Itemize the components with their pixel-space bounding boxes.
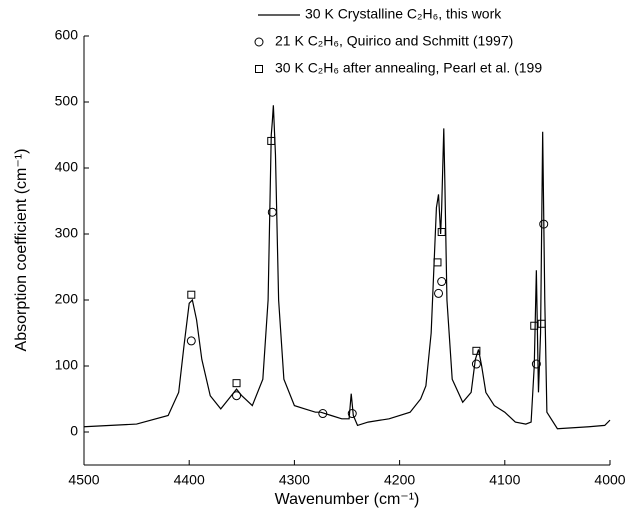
y-tick-label: 400 [55,159,79,175]
data-point [347,409,357,419]
data-point [434,288,444,298]
y-tick-label: 200 [55,291,79,307]
data-point [232,379,241,388]
legend-label: 30 K Crystalline C₂H₆, this work [305,6,502,22]
data-point [187,290,196,299]
x-axis-label: Wavenumber (cm⁻¹) [275,491,420,508]
data-point [186,336,196,346]
y-tick-label: 500 [55,93,79,109]
data-point [472,346,481,355]
y-tick-label: 300 [55,225,79,241]
data-point [471,359,481,369]
data-point [531,359,541,369]
y-tick-label: 100 [55,357,79,373]
data-point [437,228,446,237]
data-point [267,207,277,217]
x-tick-label: 4200 [384,472,415,488]
x-tick-label: 4100 [489,472,520,488]
x-tick-label: 4000 [594,472,625,488]
y-tick-label: 0 [70,423,78,439]
data-point [537,319,546,328]
y-tick-label: 600 [55,27,79,43]
legend-label: 21 K C₂H₆, Quirico and Schmitt (1997) [275,33,513,49]
legend-swatch [254,37,264,47]
data-point [232,391,242,401]
y-axis-label: Absorption coefficient (cm⁻¹) [13,149,30,352]
data-point [433,258,442,267]
data-point [539,219,549,229]
x-tick-label: 4400 [174,472,205,488]
legend-swatch [255,65,263,73]
x-tick-label: 4500 [68,472,99,488]
spectrum-line [83,105,611,430]
legend-label: 30 K C₂H₆ after annealing, Pearl et al. … [275,60,542,76]
data-point [318,409,328,419]
data-point [267,136,276,145]
data-point [437,277,447,287]
x-tick-label: 4300 [279,472,310,488]
